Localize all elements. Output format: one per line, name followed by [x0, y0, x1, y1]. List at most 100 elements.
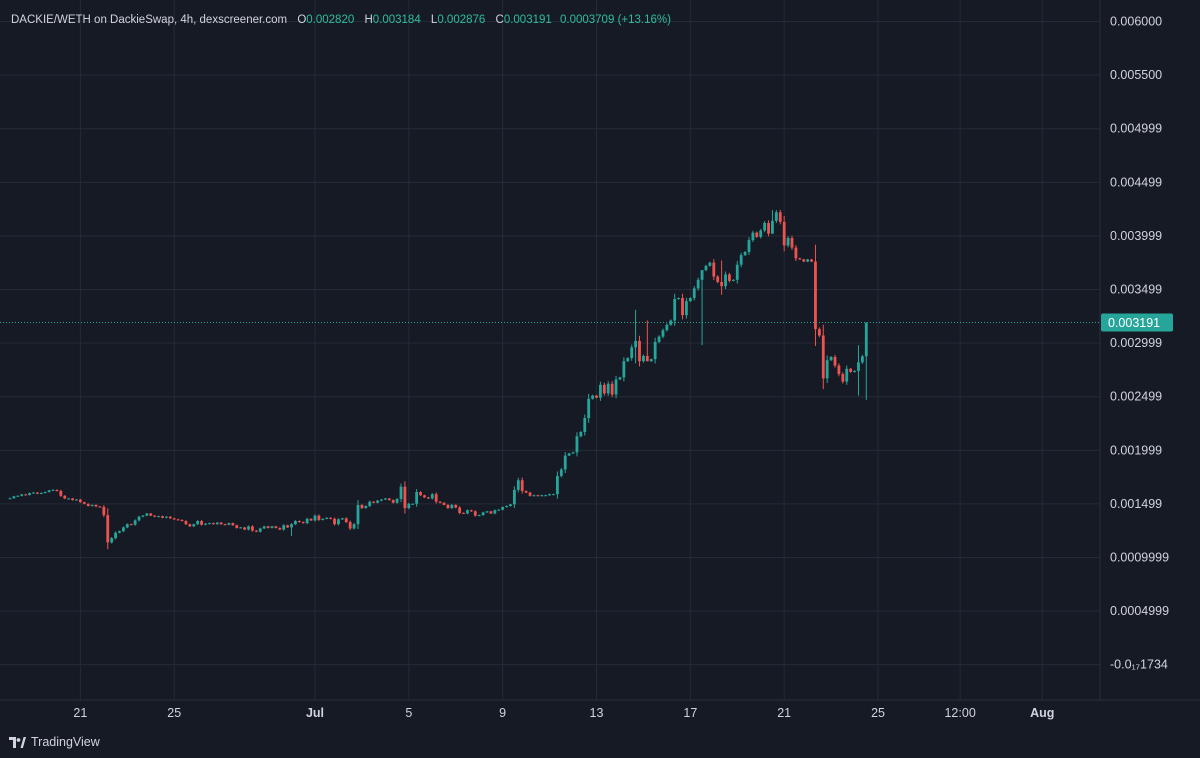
- candle-body: [798, 258, 802, 260]
- candle-body: [121, 527, 125, 532]
- candle: [141, 515, 145, 518]
- candle: [520, 477, 524, 494]
- candle-body: [688, 298, 692, 302]
- candle-body: [720, 281, 724, 287]
- candle-body: [227, 523, 231, 525]
- tradingview-brand[interactable]: TradingView: [9, 735, 100, 749]
- candle-body: [845, 368, 849, 382]
- candle-body: [544, 495, 548, 497]
- candle-body: [774, 212, 778, 221]
- candle-body: [145, 513, 149, 516]
- candle-body: [337, 519, 340, 525]
- candle: [735, 261, 739, 284]
- price-tick-label: 0.0004999: [1110, 604, 1169, 618]
- candle-body: [673, 299, 677, 321]
- candle-body: [360, 504, 364, 509]
- candle: [215, 522, 219, 525]
- candle: [71, 497, 74, 501]
- candle-body: [462, 512, 465, 514]
- candle: [751, 230, 755, 242]
- candle-body: [356, 504, 360, 525]
- candle-body: [39, 492, 43, 494]
- candle-body: [563, 455, 567, 470]
- candle-body: [94, 504, 98, 507]
- candle-body: [528, 492, 532, 496]
- candle-body: [215, 522, 219, 525]
- candle: [321, 518, 325, 521]
- candle-body: [466, 510, 469, 514]
- candle-body: [12, 496, 16, 499]
- candle: [426, 496, 430, 500]
- candle: [251, 525, 254, 532]
- candle-body: [376, 500, 379, 503]
- last-price-label: 0.003191: [1108, 316, 1160, 330]
- candle: [125, 523, 129, 529]
- candle: [450, 504, 454, 509]
- candle: [63, 495, 67, 500]
- candle: [860, 354, 864, 364]
- candle-body: [352, 524, 356, 529]
- low-value: 0.002876: [437, 14, 486, 26]
- candle-body: [469, 510, 473, 512]
- candle: [704, 264, 708, 272]
- candle-body: [485, 511, 489, 513]
- candle-body: [735, 264, 739, 280]
- candle: [204, 523, 207, 526]
- candle-body: [211, 523, 215, 525]
- candle-body: [348, 522, 352, 529]
- candle-body: [794, 247, 798, 259]
- candle: [540, 494, 544, 497]
- candle: [337, 518, 340, 526]
- candle: [802, 258, 806, 263]
- candle-body: [536, 495, 540, 497]
- price-tick-label: 0.002999: [1110, 336, 1162, 350]
- close-label: C: [495, 14, 504, 26]
- candle: [67, 497, 71, 500]
- time-tick-label: Jul: [306, 706, 324, 720]
- candle-body: [106, 515, 110, 543]
- candle: [59, 489, 63, 497]
- candle: [180, 519, 184, 522]
- candle-body: [653, 341, 657, 360]
- candle-body: [677, 298, 681, 300]
- candle: [188, 523, 192, 527]
- candle: [524, 490, 528, 494]
- candle: [121, 526, 125, 533]
- candle-body: [28, 493, 31, 496]
- candle-body: [399, 486, 403, 500]
- time-axis[interactable]: 21 25 Jul 5 9 13 17 21 25 12:00 Aug: [73, 706, 1054, 720]
- candle-body: [622, 361, 626, 378]
- candle: [716, 275, 720, 284]
- candle-body: [149, 513, 153, 516]
- candle-body: [583, 418, 587, 433]
- candle: [157, 515, 160, 518]
- close-value: 0.003191: [503, 14, 552, 26]
- candle-body: [137, 516, 141, 521]
- candle: [168, 516, 172, 519]
- candle: [774, 210, 778, 223]
- candle: [438, 501, 442, 504]
- candle: [481, 511, 485, 516]
- candle-body: [857, 362, 860, 371]
- price-axis-panel[interactable]: [1100, 0, 1200, 700]
- candle-body: [520, 480, 524, 491]
- candle-body: [442, 502, 446, 505]
- candle: [172, 517, 176, 520]
- candle-body: [192, 524, 196, 527]
- candle: [391, 499, 395, 504]
- candle: [661, 328, 665, 339]
- candle: [454, 504, 458, 509]
- candle-body: [567, 453, 571, 456]
- candle: [739, 252, 743, 268]
- candle: [290, 523, 293, 536]
- candle-body: [176, 519, 180, 521]
- candle: [446, 504, 450, 509]
- candle-body: [75, 499, 78, 501]
- candle: [501, 506, 505, 511]
- candle-body: [270, 526, 274, 528]
- candle: [403, 481, 407, 514]
- candle-body: [524, 490, 528, 493]
- candle: [243, 526, 246, 531]
- price-tick-label: 0.004499: [1110, 175, 1162, 189]
